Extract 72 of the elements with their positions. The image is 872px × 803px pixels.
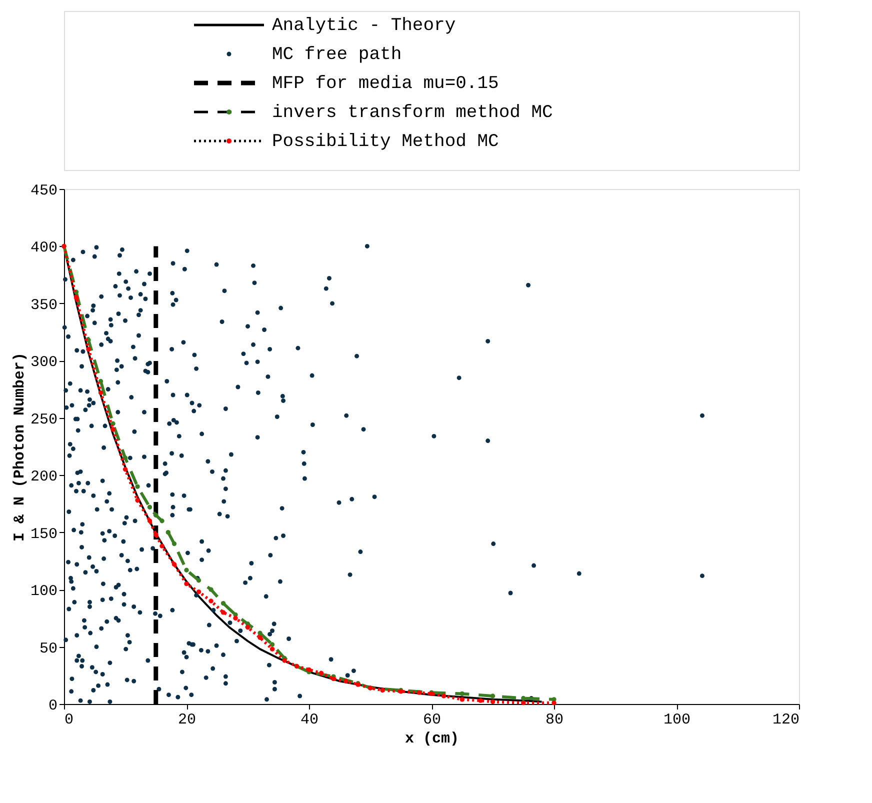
point [306,667,312,672]
x-tick-label: 20 [178,712,196,728]
x-axis-title: x (cm) [404,730,460,748]
point [343,678,348,684]
point [380,688,385,693]
point [220,600,226,606]
point [258,630,262,636]
legend-label: invers transform method MC [272,103,554,123]
point [258,635,262,640]
point [135,498,140,503]
point [208,598,214,604]
point [184,568,189,572]
point [270,642,275,647]
point [460,691,464,696]
x-tick-label: 60 [422,712,442,728]
point [110,426,116,432]
point [160,518,164,524]
point [184,581,189,586]
point [154,512,158,518]
point [160,544,164,548]
y-tick-label: 450 [30,182,58,200]
point [196,578,202,583]
point [220,610,226,615]
point [172,562,177,567]
point [282,658,287,663]
y-tick-label: 50 [39,640,58,658]
point [521,700,526,706]
legend-label: Analytic - Theory [272,16,456,36]
y-tick-label: 350 [30,296,58,314]
point [98,390,104,396]
point [460,697,464,702]
point [98,378,104,384]
point [154,532,158,537]
point [86,346,91,352]
point [478,698,483,703]
point [245,624,250,630]
point [166,530,170,535]
legend-label: MC free path [272,45,402,65]
point [233,616,238,621]
y-tick-label: 250 [30,411,58,428]
point [208,587,214,592]
point [331,676,336,682]
x-tick-label: 120 [772,712,800,728]
x-tick-label: 0 [64,712,74,728]
x-tick-label: 80 [545,712,564,728]
legend-label: Possibility Method MC [272,132,500,152]
point [441,694,446,698]
x-tick-label: 100 [663,712,691,728]
y-tick-label: 150 [30,526,58,543]
point [521,696,526,701]
legend-label: MFP for media mu=0.15 [272,74,499,94]
point [172,541,177,546]
point [490,699,496,704]
y-tick-label: 100 [30,583,58,600]
point [196,590,202,594]
point [122,467,128,472]
point [552,700,556,706]
point [74,295,79,300]
point [122,456,128,460]
y-tick-label: 300 [30,354,58,372]
y-axis-title: I & N (Photon Number) [11,352,28,542]
x-tick-label: 40 [300,712,319,728]
point [416,690,422,695]
point [135,484,140,489]
y-tick-label: 0 [48,698,58,714]
y-tick-label: 400 [30,240,58,257]
point [490,694,496,698]
point [318,670,324,676]
point [270,646,275,652]
y-tick-label: 200 [30,468,58,486]
point [147,518,152,524]
point [147,504,152,510]
